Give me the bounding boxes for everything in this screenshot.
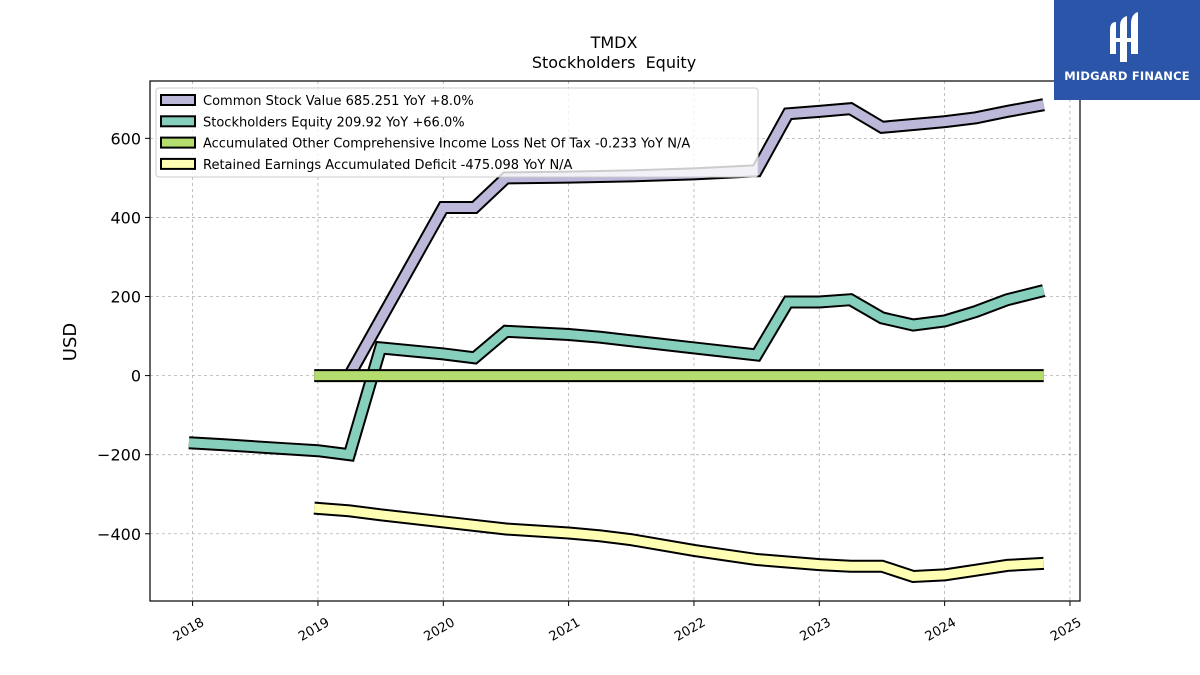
y-tick-label: 200 bbox=[110, 288, 141, 307]
y-tick-label: 600 bbox=[110, 129, 141, 148]
chart-subtitle: Stockholders Equity bbox=[532, 53, 696, 72]
x-tick-label: 2020 bbox=[421, 615, 457, 645]
plot-frame bbox=[149, 80, 1081, 602]
series-line-fill bbox=[313, 503, 1044, 582]
series-line bbox=[343, 98, 1045, 379]
legend: Common Stock Value 685.251 YoY +8.0% Stoc… bbox=[155, 87, 759, 178]
legend-swatch bbox=[160, 115, 196, 128]
logo: MIDGARD FINANCE bbox=[1054, 0, 1200, 100]
series-line bbox=[188, 284, 1046, 462]
ticks: 2018 2019 2020 2021 2022 2023 2024 2025 −400 −200… bbox=[97, 129, 1084, 644]
legend-label: Common Stock Value 685.251 YoY +8.0% bbox=[203, 94, 474, 109]
series-layer bbox=[188, 98, 1046, 584]
legend-box bbox=[155, 87, 759, 178]
legend-item: Retained Earnings Accumulated Deficit -4… bbox=[160, 157, 573, 173]
y-tick-label: −400 bbox=[97, 525, 141, 544]
x-tick-label: 2024 bbox=[923, 615, 959, 645]
x-tick-label: 2022 bbox=[672, 615, 708, 645]
legend-label: Stockholders Equity 209.92 YoY +66.0% bbox=[203, 115, 465, 130]
x-tick-label: 2025 bbox=[1048, 615, 1084, 645]
series-line-fill bbox=[345, 100, 1045, 378]
legend-label: Accumulated Other Comprehensive Income L… bbox=[203, 137, 690, 152]
legend-item: Common Stock Value 685.251 YoY +8.0% bbox=[160, 94, 474, 109]
legend-swatch bbox=[160, 136, 196, 149]
series-line-fill bbox=[188, 286, 1045, 460]
x-tick-label: 2019 bbox=[296, 615, 332, 645]
x-tick-label: 2023 bbox=[797, 615, 833, 645]
legend-label: Retained Earnings Accumulated Deficit -4… bbox=[203, 158, 573, 173]
midgard-logo-icon bbox=[1110, 12, 1138, 62]
y-tick-label: −200 bbox=[97, 446, 141, 465]
y-axis-label: USD bbox=[60, 323, 81, 361]
chart-title: TMDX bbox=[590, 33, 638, 52]
x-tick-label: 2021 bbox=[547, 615, 583, 645]
y-tick-label: 400 bbox=[110, 208, 141, 227]
x-tick-label: 2018 bbox=[171, 615, 207, 645]
legend-swatch bbox=[160, 157, 196, 170]
legend-item: Stockholders Equity 209.92 YoY +66.0% bbox=[160, 115, 465, 130]
legend-item: Accumulated Other Comprehensive Income L… bbox=[160, 136, 690, 152]
legend-swatch bbox=[160, 94, 196, 106]
logo-text: MIDGARD FINANCE bbox=[1064, 69, 1190, 83]
y-tick-label: 0 bbox=[131, 367, 141, 386]
series-line bbox=[313, 501, 1045, 584]
